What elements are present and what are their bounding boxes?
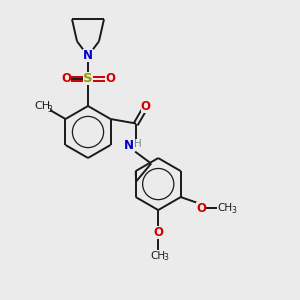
Text: 3: 3 — [231, 206, 236, 214]
Text: N: N — [124, 139, 134, 152]
Text: O: O — [196, 202, 206, 214]
Text: CH: CH — [218, 203, 233, 213]
Text: O: O — [105, 72, 115, 85]
Text: S: S — [83, 72, 93, 85]
Text: N: N — [83, 49, 93, 62]
Text: H: H — [134, 139, 142, 148]
Text: O: O — [141, 100, 151, 113]
Text: 3: 3 — [164, 253, 169, 262]
Text: CH: CH — [34, 101, 50, 111]
Text: O: O — [61, 72, 71, 85]
Text: O: O — [153, 226, 163, 239]
Text: 3: 3 — [47, 105, 52, 114]
Text: CH: CH — [151, 251, 166, 261]
